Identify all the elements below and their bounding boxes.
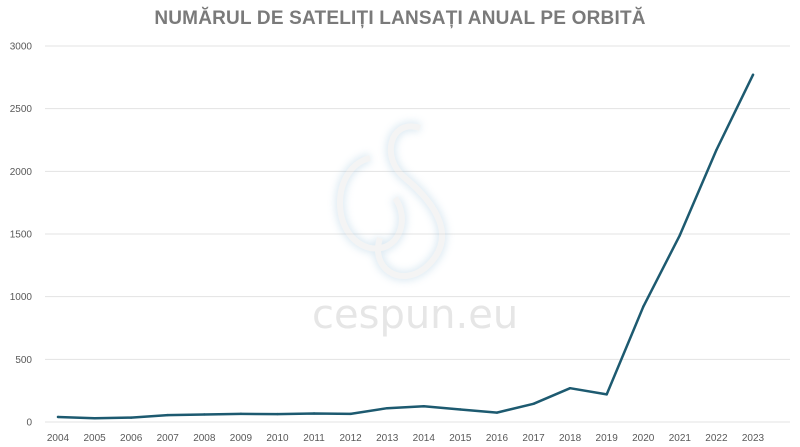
x-tick-label: 2006: [120, 433, 143, 444]
x-tick-label: 2010: [266, 433, 289, 444]
x-tick-label: 2014: [413, 433, 436, 444]
x-tick-label: 2009: [230, 433, 253, 444]
x-tick-label: 2020: [632, 433, 655, 444]
grid-lines: [45, 45, 790, 423]
x-tick-label: 2016: [486, 433, 509, 444]
data-point: [605, 393, 608, 396]
x-tick-label: 2023: [742, 433, 765, 444]
data-point: [276, 412, 279, 416]
data-point: [459, 408, 462, 411]
data-point: [312, 412, 316, 415]
y-tick-label: 2500: [10, 104, 33, 115]
data-point: [386, 407, 389, 410]
data-point: [495, 411, 499, 414]
data-point: [56, 415, 60, 419]
x-tick-label: 2012: [340, 433, 363, 444]
y-axis-ticks: 0 500 1000 1500 2000 2500 3000: [10, 42, 33, 429]
data-point: [166, 413, 169, 417]
x-tick-label: 2004: [47, 433, 70, 444]
data-point: [751, 73, 755, 77]
data-point: [129, 416, 133, 419]
data-point: [93, 417, 96, 420]
data-point: [239, 412, 243, 416]
watermark-text: cespun.eu: [312, 292, 519, 338]
data-point: [349, 412, 352, 416]
x-tick-label: 2008: [193, 433, 216, 444]
y-tick-label: 500: [15, 355, 32, 366]
data-point: [678, 234, 682, 237]
x-tick-label: 2013: [376, 433, 399, 444]
data-point: [422, 405, 425, 408]
data-point: [568, 386, 572, 390]
x-tick-label: 2018: [559, 433, 582, 444]
data-points: [56, 73, 755, 420]
x-tick-label: 2019: [596, 433, 619, 444]
x-axis-ticks: 2004 2005 2006 2007 2008 2009 2010 2011 2012 2013…: [47, 433, 765, 444]
y-tick-label: 0: [26, 418, 32, 429]
data-point: [532, 402, 535, 406]
chart-title: NUMĂRUL DE SATELIȚI LANSAȚI ANUAL PE ORB…: [154, 8, 646, 29]
series-line: [56, 73, 755, 420]
x-tick-label: 2021: [669, 433, 692, 444]
x-tick-label: 2022: [705, 433, 728, 444]
x-tick-label: 2015: [449, 433, 472, 444]
data-point: [203, 413, 206, 416]
data-point: [715, 148, 718, 152]
y-tick-label: 1500: [10, 230, 33, 241]
y-tick-label: 1000: [10, 292, 33, 303]
data-point: [642, 305, 645, 308]
y-tick-label: 2000: [10, 167, 33, 178]
y-tick-label: 3000: [10, 42, 33, 53]
watermark-logo-icon: [310, 108, 480, 293]
x-tick-label: 2007: [157, 433, 180, 444]
x-tick-label: 2005: [83, 433, 106, 444]
x-tick-label: 2011: [303, 433, 325, 444]
x-tick-label: 2017: [522, 433, 545, 444]
